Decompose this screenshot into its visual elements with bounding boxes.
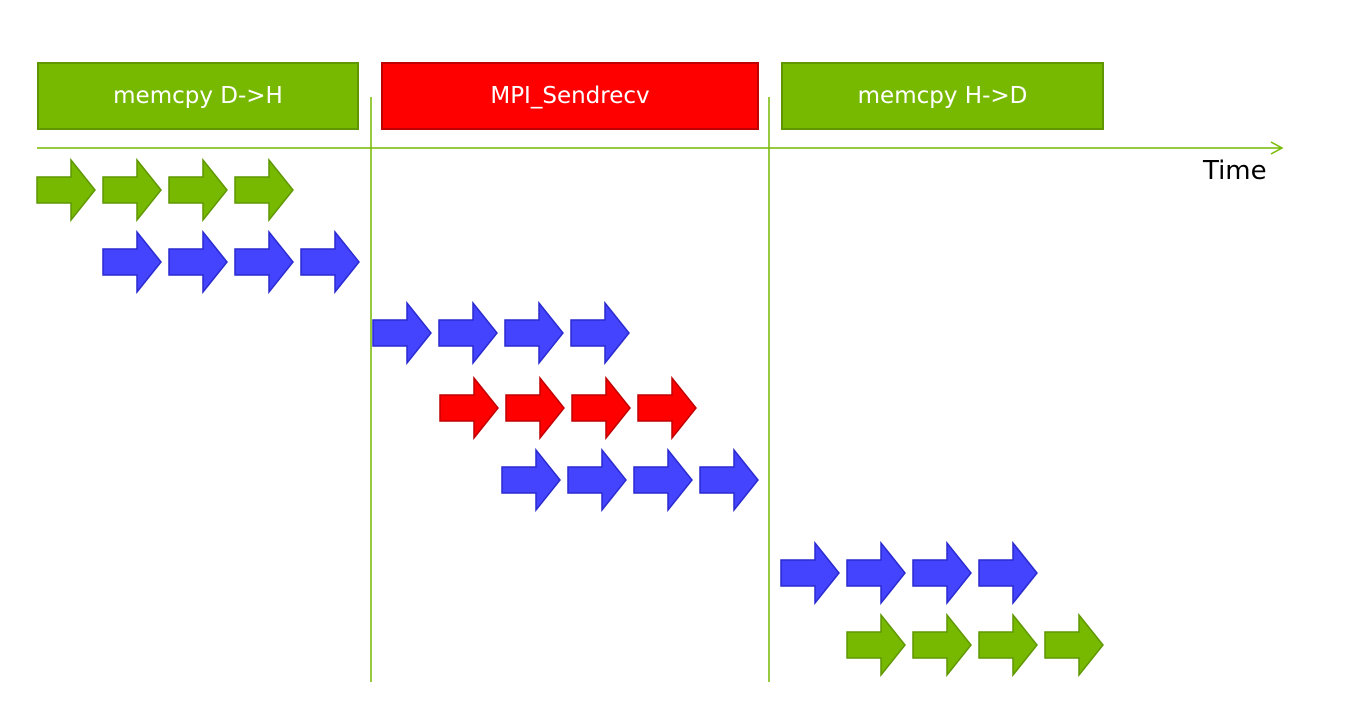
phase-box-memcpy-h2d: memcpy H->D — [781, 62, 1104, 130]
blue-arrow-icon — [438, 300, 498, 366]
blue-arrow-icon — [633, 447, 693, 513]
blue-arrow-icon — [234, 229, 294, 295]
red-arrow-icon — [439, 375, 499, 441]
phase-label-memcpy-h2d: memcpy H->D — [857, 83, 1028, 109]
red-arrow-icon — [571, 375, 631, 441]
time-axis-arrowhead — [1270, 141, 1284, 155]
transfer-arrows — [36, 157, 1104, 678]
blue-arrow-icon — [570, 300, 630, 366]
green-arrow-icon — [102, 157, 162, 223]
blue-arrow-icon — [168, 229, 228, 295]
red-arrow-icon — [505, 375, 565, 441]
blue-arrow-icon — [372, 300, 432, 366]
blue-arrow-icon — [567, 447, 627, 513]
green-arrow-icon — [846, 612, 906, 678]
blue-arrow-icon — [300, 229, 360, 295]
time-axis — [37, 141, 1284, 155]
phase-box-mpi-sendrecv: MPI_Sendrecv — [381, 62, 759, 130]
blue-arrow-icon — [846, 540, 906, 606]
green-arrow-icon — [912, 612, 972, 678]
green-arrow-icon — [978, 612, 1038, 678]
green-arrow-icon — [234, 157, 294, 223]
phase-box-memcpy-d2h: memcpy D->H — [37, 62, 359, 130]
time-axis-label: Time — [1203, 156, 1267, 186]
green-arrow-icon — [36, 157, 96, 223]
blue-arrow-icon — [504, 300, 564, 366]
green-arrow-icon — [1044, 612, 1104, 678]
green-arrow-icon — [168, 157, 228, 223]
phase-dividers — [370, 97, 770, 682]
blue-arrow-icon — [501, 447, 561, 513]
blue-arrow-icon — [978, 540, 1038, 606]
blue-arrow-icon — [912, 540, 972, 606]
phase-label-memcpy-d2h: memcpy D->H — [113, 83, 283, 109]
blue-arrow-icon — [780, 540, 840, 606]
red-arrow-icon — [637, 375, 697, 441]
blue-arrow-icon — [102, 229, 162, 295]
phase-label-mpi-sendrecv: MPI_Sendrecv — [490, 83, 650, 109]
blue-arrow-icon — [699, 447, 759, 513]
